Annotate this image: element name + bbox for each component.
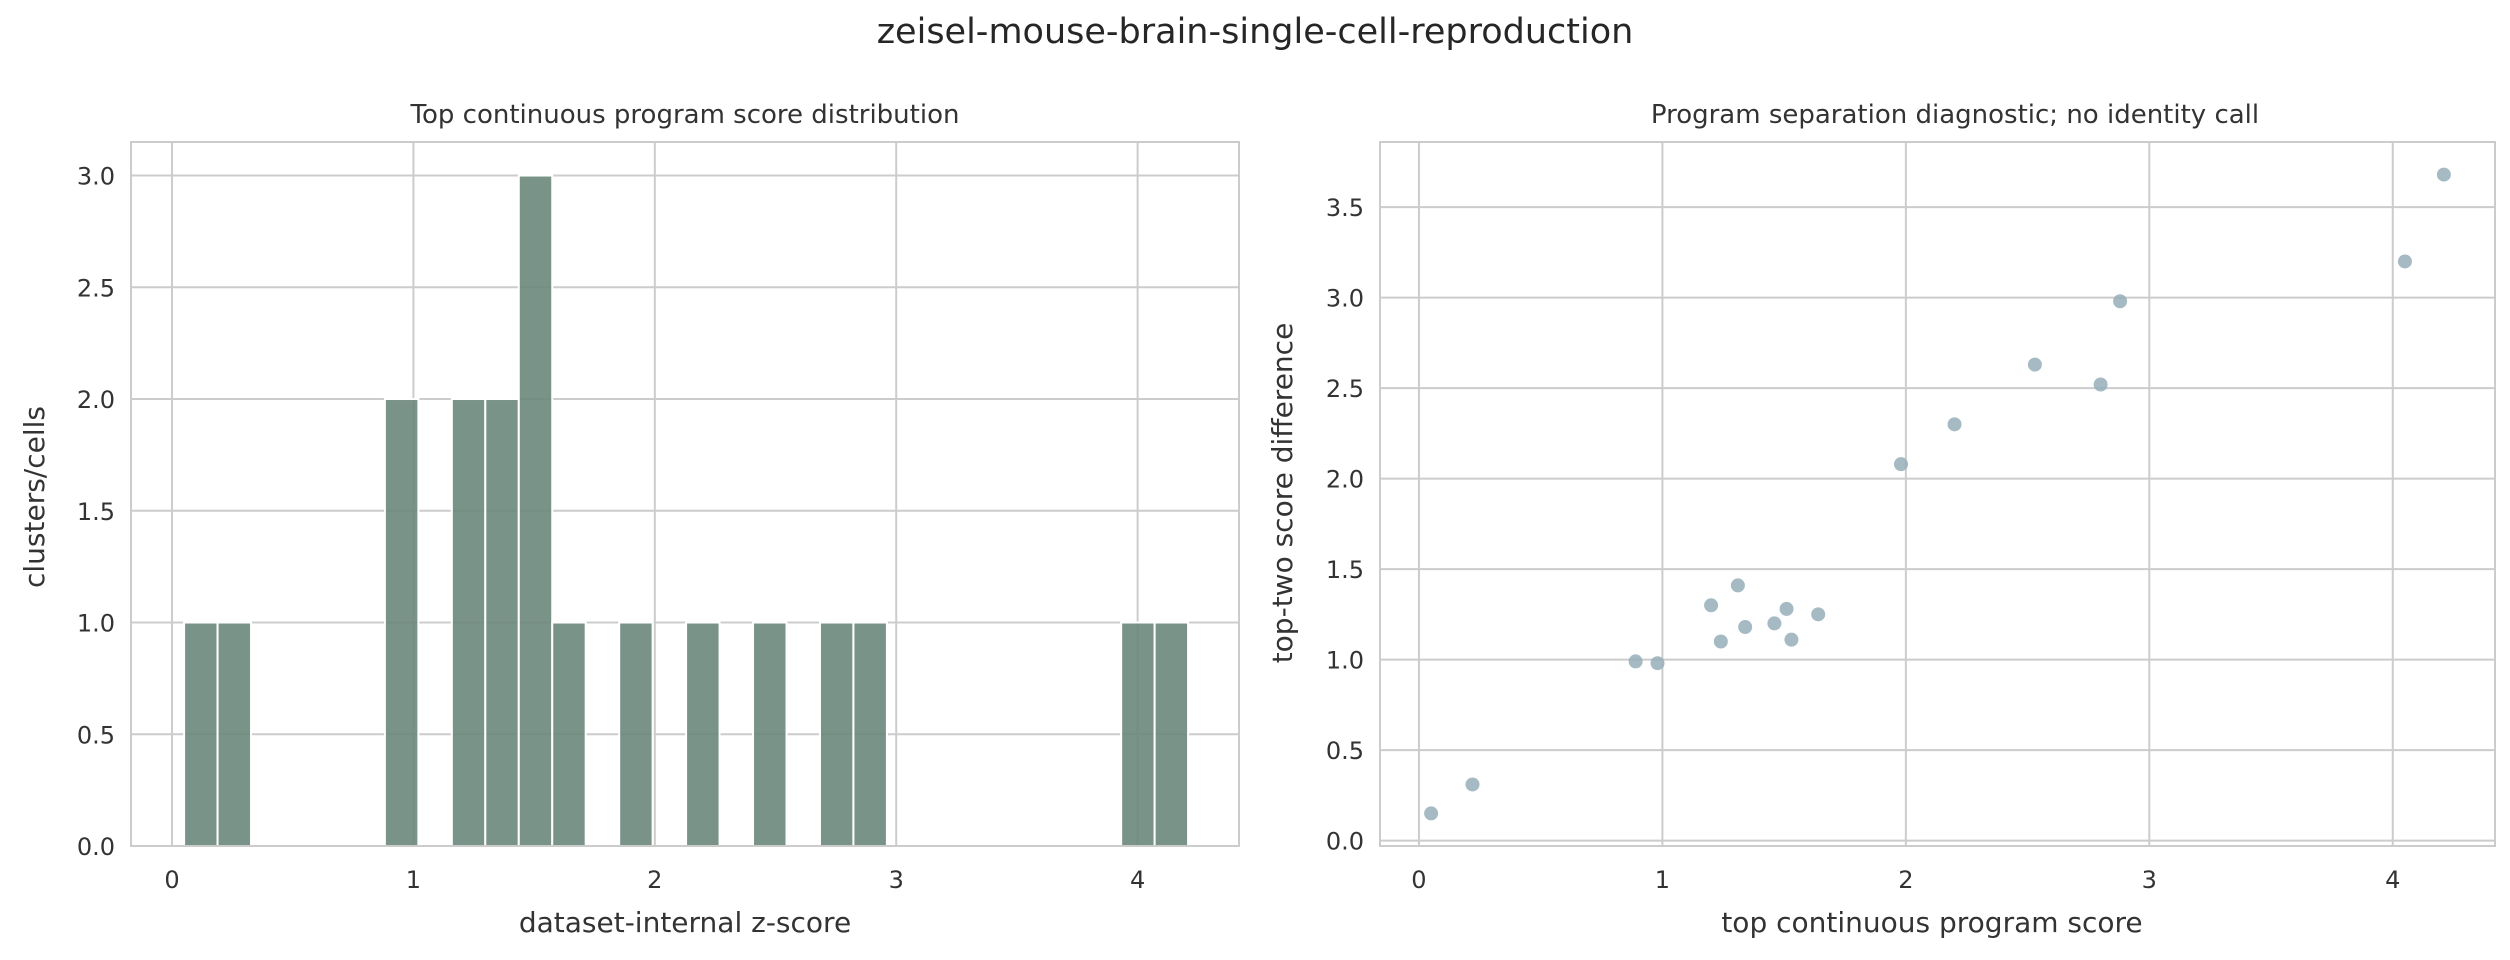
- histogram-y-tick-label: 2.0: [77, 386, 115, 414]
- scatter-point: [1738, 620, 1753, 635]
- scatter-title: Program separation diagnostic; no identi…: [1651, 100, 2259, 130]
- histogram-y-tick-label: 1.5: [77, 498, 115, 526]
- scatter-y-tick-label: 1.5: [1326, 556, 1364, 584]
- scatter-x-tick-labels: 0 1 2 3 4: [1411, 866, 2400, 894]
- scatter-x-tick-label: 0: [1411, 866, 1426, 894]
- scatter-point: [1730, 578, 1745, 593]
- scatter-point: [2093, 377, 2108, 392]
- scatter-point: [1628, 654, 1643, 669]
- histogram-bar: [216, 621, 253, 847]
- scatter-point: [1784, 632, 1799, 647]
- scatter-point: [1947, 417, 1962, 432]
- figure-suptitle: zeisel-mouse-brain-single-cell-reproduct…: [876, 12, 1634, 52]
- histogram-title: Top continuous program score distributio…: [410, 100, 960, 130]
- histogram-x-tick-labels: 0 1 2 3 4: [164, 866, 1145, 894]
- histogram-bar: [818, 621, 855, 847]
- histogram-bar: [517, 174, 554, 847]
- histogram-bar: [752, 621, 788, 847]
- scatter-point: [1424, 806, 1439, 821]
- histogram-y-tick-label: 1.0: [77, 610, 115, 638]
- scatter-point: [1811, 607, 1826, 622]
- scatter-y-tick-label: 0.0: [1326, 828, 1364, 856]
- scatter-point: [1767, 616, 1782, 631]
- histogram-x-tick-label: 3: [889, 866, 904, 894]
- scatter-y-tick-labels: 0.0 0.5 1.0 1.5 2.0 2.5 3.0 3.5: [1326, 194, 1364, 855]
- scatter-point: [1713, 634, 1728, 649]
- histogram-bar: [450, 398, 487, 847]
- histogram-y-tick-label: 0.0: [77, 833, 115, 861]
- histogram-bar: [183, 621, 219, 847]
- scatter-panel: Program separation diagnostic; no identi…: [1266, 100, 2496, 939]
- scatter-y-tick-label: 1.0: [1326, 647, 1364, 675]
- scatter-y-tick-label: 2.0: [1326, 466, 1364, 494]
- scatter-point: [1779, 601, 1794, 616]
- histogram-bars: [183, 174, 1190, 847]
- histogram-x-tick-label: 0: [164, 866, 179, 894]
- scatter-x-tick-label: 2: [1898, 866, 1913, 894]
- histogram-y-axis-label: clusters/cells: [18, 406, 51, 588]
- histogram-y-tick-label: 0.5: [77, 721, 115, 749]
- histogram-bar: [618, 621, 654, 847]
- histogram-axes-frame: [130, 141, 1240, 847]
- scatter-y-axis-label: top-two score difference: [1266, 323, 1299, 664]
- histogram-x-axis-label: dataset-internal z-score: [519, 906, 851, 939]
- histogram-x-tick-label: 4: [1130, 866, 1145, 894]
- scatter-point: [2436, 167, 2451, 182]
- scatter-x-axis-label: top continuous program score: [1721, 906, 2142, 939]
- histogram-bar: [383, 398, 420, 847]
- scatter-axes-frame: [1379, 141, 2496, 847]
- scatter-point: [1465, 777, 1480, 792]
- histogram-bar: [852, 621, 888, 847]
- histogram-bar: [1120, 621, 1156, 847]
- histogram-grid: [131, 142, 1239, 847]
- scatter-y-tick-label: 2.5: [1326, 375, 1364, 403]
- scatter-x-tick-label: 3: [2142, 866, 2157, 894]
- scatter-x-tick-label: 4: [2385, 866, 2400, 894]
- scatter-grid: [1380, 142, 2495, 846]
- scatter-x-tick-label: 1: [1655, 866, 1670, 894]
- scatter-point: [1650, 656, 1665, 671]
- histogram-x-tick-label: 1: [406, 866, 421, 894]
- histogram-panel: Top continuous program score distributio…: [18, 100, 1240, 939]
- histogram-x-tick-label: 2: [647, 866, 662, 894]
- scatter-y-tick-label: 3.5: [1326, 194, 1364, 222]
- histogram-y-tick-labels: 0.0 0.5 1.0 1.5 2.0 2.5 3.0: [77, 163, 115, 861]
- scatter-y-tick-label: 0.5: [1326, 737, 1364, 765]
- histogram-bar: [484, 398, 520, 847]
- scatter-point: [2113, 294, 2128, 309]
- scatter-y-tick-label: 3.0: [1326, 285, 1364, 313]
- scatter-points: [1424, 167, 2451, 821]
- histogram-y-tick-label: 2.5: [77, 274, 115, 302]
- scatter-point: [2027, 357, 2042, 372]
- scatter-point: [2397, 254, 2412, 269]
- histogram-y-tick-label: 3.0: [77, 163, 115, 191]
- histogram-bar: [1153, 621, 1190, 847]
- histogram-bar: [551, 621, 587, 847]
- scatter-point: [1704, 598, 1719, 613]
- scatter-point: [1893, 457, 1908, 472]
- histogram-bar: [685, 621, 721, 847]
